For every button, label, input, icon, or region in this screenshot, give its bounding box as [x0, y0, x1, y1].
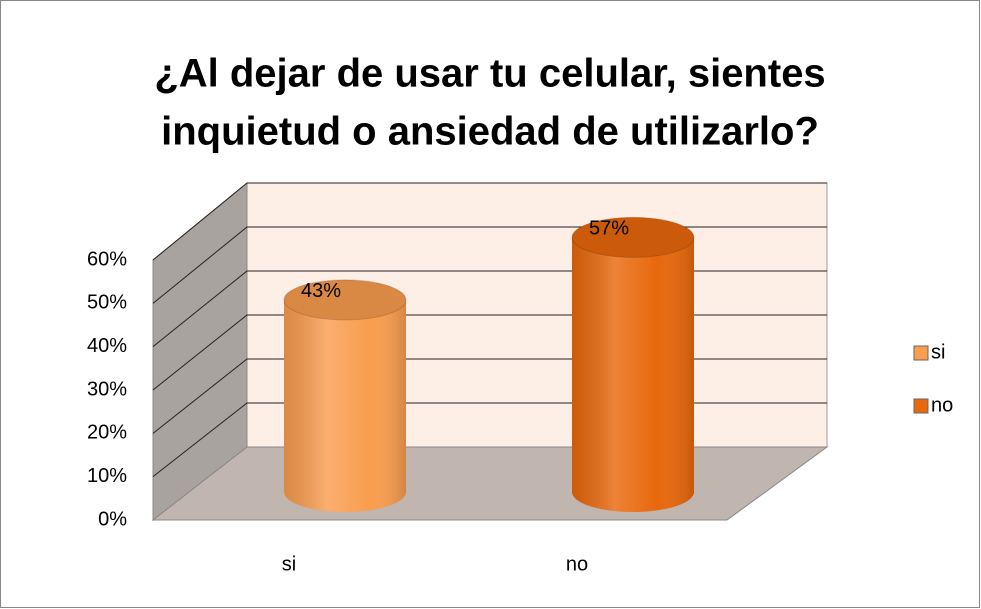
legend-swatch	[913, 345, 929, 361]
legend-label: no	[931, 394, 953, 416]
floor	[151, 446, 829, 521]
y-tick-label: 60%	[87, 248, 127, 270]
bar-top-shade	[284, 279, 406, 320]
y-tick-label: 30%	[87, 378, 127, 400]
y-tick-label: 50%	[87, 292, 127, 314]
bar-shade	[572, 237, 694, 512]
chart-title: ¿Al dejar de usar tu celular, sientes	[154, 52, 825, 96]
data-label: 57%	[589, 218, 629, 240]
y-tick-label: 10%	[87, 465, 127, 487]
legend-label: si	[931, 341, 945, 363]
bar-shade	[284, 299, 406, 512]
legend-swatch	[913, 398, 929, 414]
x-tick-label: no	[566, 553, 588, 575]
bar-top-shade	[572, 217, 694, 258]
chart-title: inquietud o ansiedad de utilizarlo?	[161, 110, 819, 154]
grid-line	[152, 182, 827, 261]
y-tick-label: 0%	[98, 508, 127, 530]
data-label: 43%	[301, 280, 341, 302]
y-tick-label: 40%	[87, 335, 127, 357]
y-tick-label: 20%	[87, 422, 127, 444]
x-tick-label: si	[282, 553, 296, 575]
bar-top	[283, 279, 407, 321]
bar-top	[571, 216, 695, 258]
